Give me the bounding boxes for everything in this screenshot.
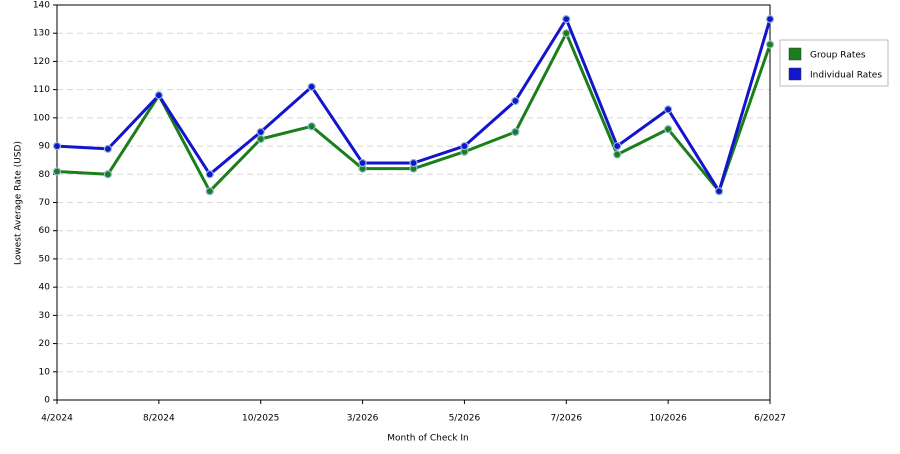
y-axis-label: Lowest Average Rate (USD)	[14, 141, 24, 265]
point	[154, 91, 163, 100]
point	[358, 158, 367, 168]
legend-swatch	[788, 47, 802, 61]
legend-label: Individual Rates	[810, 71, 882, 81]
y-tick-label: 50	[39, 254, 51, 264]
point	[613, 141, 622, 151]
x-tick-label: 8/2024	[143, 414, 175, 424]
x-tick-label: 10/2025	[242, 414, 279, 424]
legend-label: Group Rates	[810, 51, 866, 61]
point	[256, 127, 265, 137]
point	[562, 15, 571, 24]
x-axis-label: Month of Check In	[387, 434, 469, 444]
x-tick-label: 3/2026	[347, 414, 379, 424]
point	[205, 170, 214, 179]
point	[409, 158, 418, 168]
y-tick-label: 90	[39, 142, 51, 152]
y-tick-label: 100	[33, 113, 50, 123]
y-tick-label: 10	[39, 367, 51, 377]
legend-swatch	[788, 67, 802, 81]
point	[256, 134, 265, 144]
y-tick-label: 110	[33, 85, 50, 95]
x-tick-label: 6/2027	[754, 414, 786, 424]
x-tick-label: 10/2026	[649, 414, 687, 424]
point	[714, 187, 724, 196]
point	[307, 122, 316, 131]
point	[205, 187, 214, 196]
y-tick-label: 140	[33, 1, 50, 11]
point	[52, 167, 62, 176]
point	[511, 96, 520, 106]
point	[460, 141, 469, 151]
y-tick-label: 0	[44, 396, 50, 406]
y-tick-label: 40	[39, 283, 51, 293]
y-tick-label: 120	[33, 57, 50, 67]
point	[765, 40, 775, 49]
y-tick-label: 130	[33, 29, 50, 39]
point	[664, 105, 673, 114]
point	[103, 170, 113, 179]
point	[664, 125, 673, 134]
point	[103, 144, 113, 153]
plot-frame	[56, 4, 771, 401]
x-tick-label: 7/2026	[550, 414, 582, 424]
y-tick-label: 30	[39, 311, 51, 321]
y-tick-label: 80	[39, 170, 51, 180]
y-tick-label: 70	[39, 198, 51, 208]
point	[562, 29, 571, 38]
point	[765, 15, 775, 24]
point	[307, 82, 316, 91]
x-tick-label: 4/2024	[41, 414, 73, 424]
x-tick-label: 5/2026	[449, 414, 481, 424]
y-tick-label: 60	[39, 226, 51, 236]
point	[511, 127, 520, 137]
point	[52, 141, 62, 151]
y-tick-label: 20	[39, 339, 51, 349]
point	[613, 150, 622, 159]
